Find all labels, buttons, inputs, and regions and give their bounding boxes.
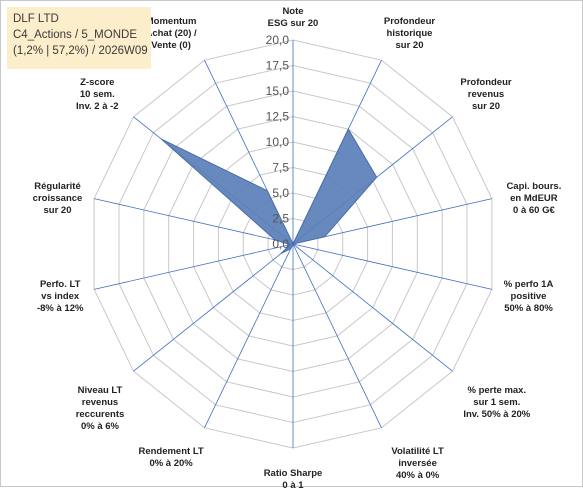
tick-label: 17,5 bbox=[266, 59, 290, 73]
axis-label: Momentum Achat (20) / Vente (0) bbox=[145, 16, 197, 51]
axis-label: % perfo 1A positive 50% à 80% bbox=[504, 279, 554, 314]
title-line-3: (1,2% | 57,2%) / 2026W09 bbox=[13, 45, 148, 57]
tick-label: 2,5 bbox=[272, 212, 289, 226]
spoke bbox=[292, 243, 453, 372]
axis-label: Ratio Sharpe 0 à 1 bbox=[264, 468, 323, 488]
spoke bbox=[292, 243, 382, 428]
tick-label: 5,0 bbox=[272, 186, 289, 200]
spoke bbox=[204, 243, 294, 428]
spoke bbox=[94, 198, 294, 245]
axis-label: Volatilité LT inversée 40% à 0% bbox=[391, 446, 444, 481]
tick-label: 15,0 bbox=[266, 84, 290, 98]
spoke bbox=[133, 243, 294, 372]
tick-labels: 0,0 2,5 5,0 7,5 10,0 12,5 15,0 17,5 20,0 bbox=[266, 33, 290, 251]
spoke bbox=[292, 198, 492, 245]
axis-label: Profondeur revenus sur 20 bbox=[460, 77, 511, 112]
tick-label: 12,5 bbox=[266, 110, 290, 124]
title-line-1: DLF LTD bbox=[13, 13, 59, 25]
title-line-2: C4_Actions / 5_MONDE bbox=[13, 29, 137, 41]
spoke bbox=[292, 243, 492, 290]
axis-label: Perfo. LT vs index -8% à 12% bbox=[37, 279, 84, 314]
axis-label: Note ESG sur 20 bbox=[268, 6, 319, 29]
tick-label: 7,5 bbox=[272, 161, 289, 175]
tick-label: 10,0 bbox=[266, 135, 290, 149]
series-area bbox=[161, 128, 378, 254]
axis-label: Régularité croissance sur 20 bbox=[33, 181, 83, 216]
tick-label: 0,0 bbox=[272, 237, 289, 251]
tick-label: 20,0 bbox=[266, 33, 290, 47]
axis-label: Capi. bours. en MdEUR 0 à 60 G€ bbox=[506, 181, 561, 216]
data-area bbox=[161, 128, 378, 254]
axis-label: Z-score 10 sem. Inv. 2 à -2 bbox=[76, 77, 119, 112]
axis-label: Niveau LT revenus reccurents 0% à 6% bbox=[76, 385, 125, 432]
axis-label: % perte max. sur 1 sem. Inv. 50% à 20% bbox=[463, 385, 530, 420]
axis-label: Profondeur historique sur 20 bbox=[384, 16, 435, 51]
spoke bbox=[94, 243, 294, 290]
chart-title-box: DLF LTD C4_Actions / 5_MONDE (1,2% | 57,… bbox=[7, 7, 151, 69]
axis-label: Rendement LT 0% à 20% bbox=[138, 446, 203, 469]
axis-labels: Note ESG sur 20 Profondeur historique sur 20… bbox=[33, 6, 562, 488]
